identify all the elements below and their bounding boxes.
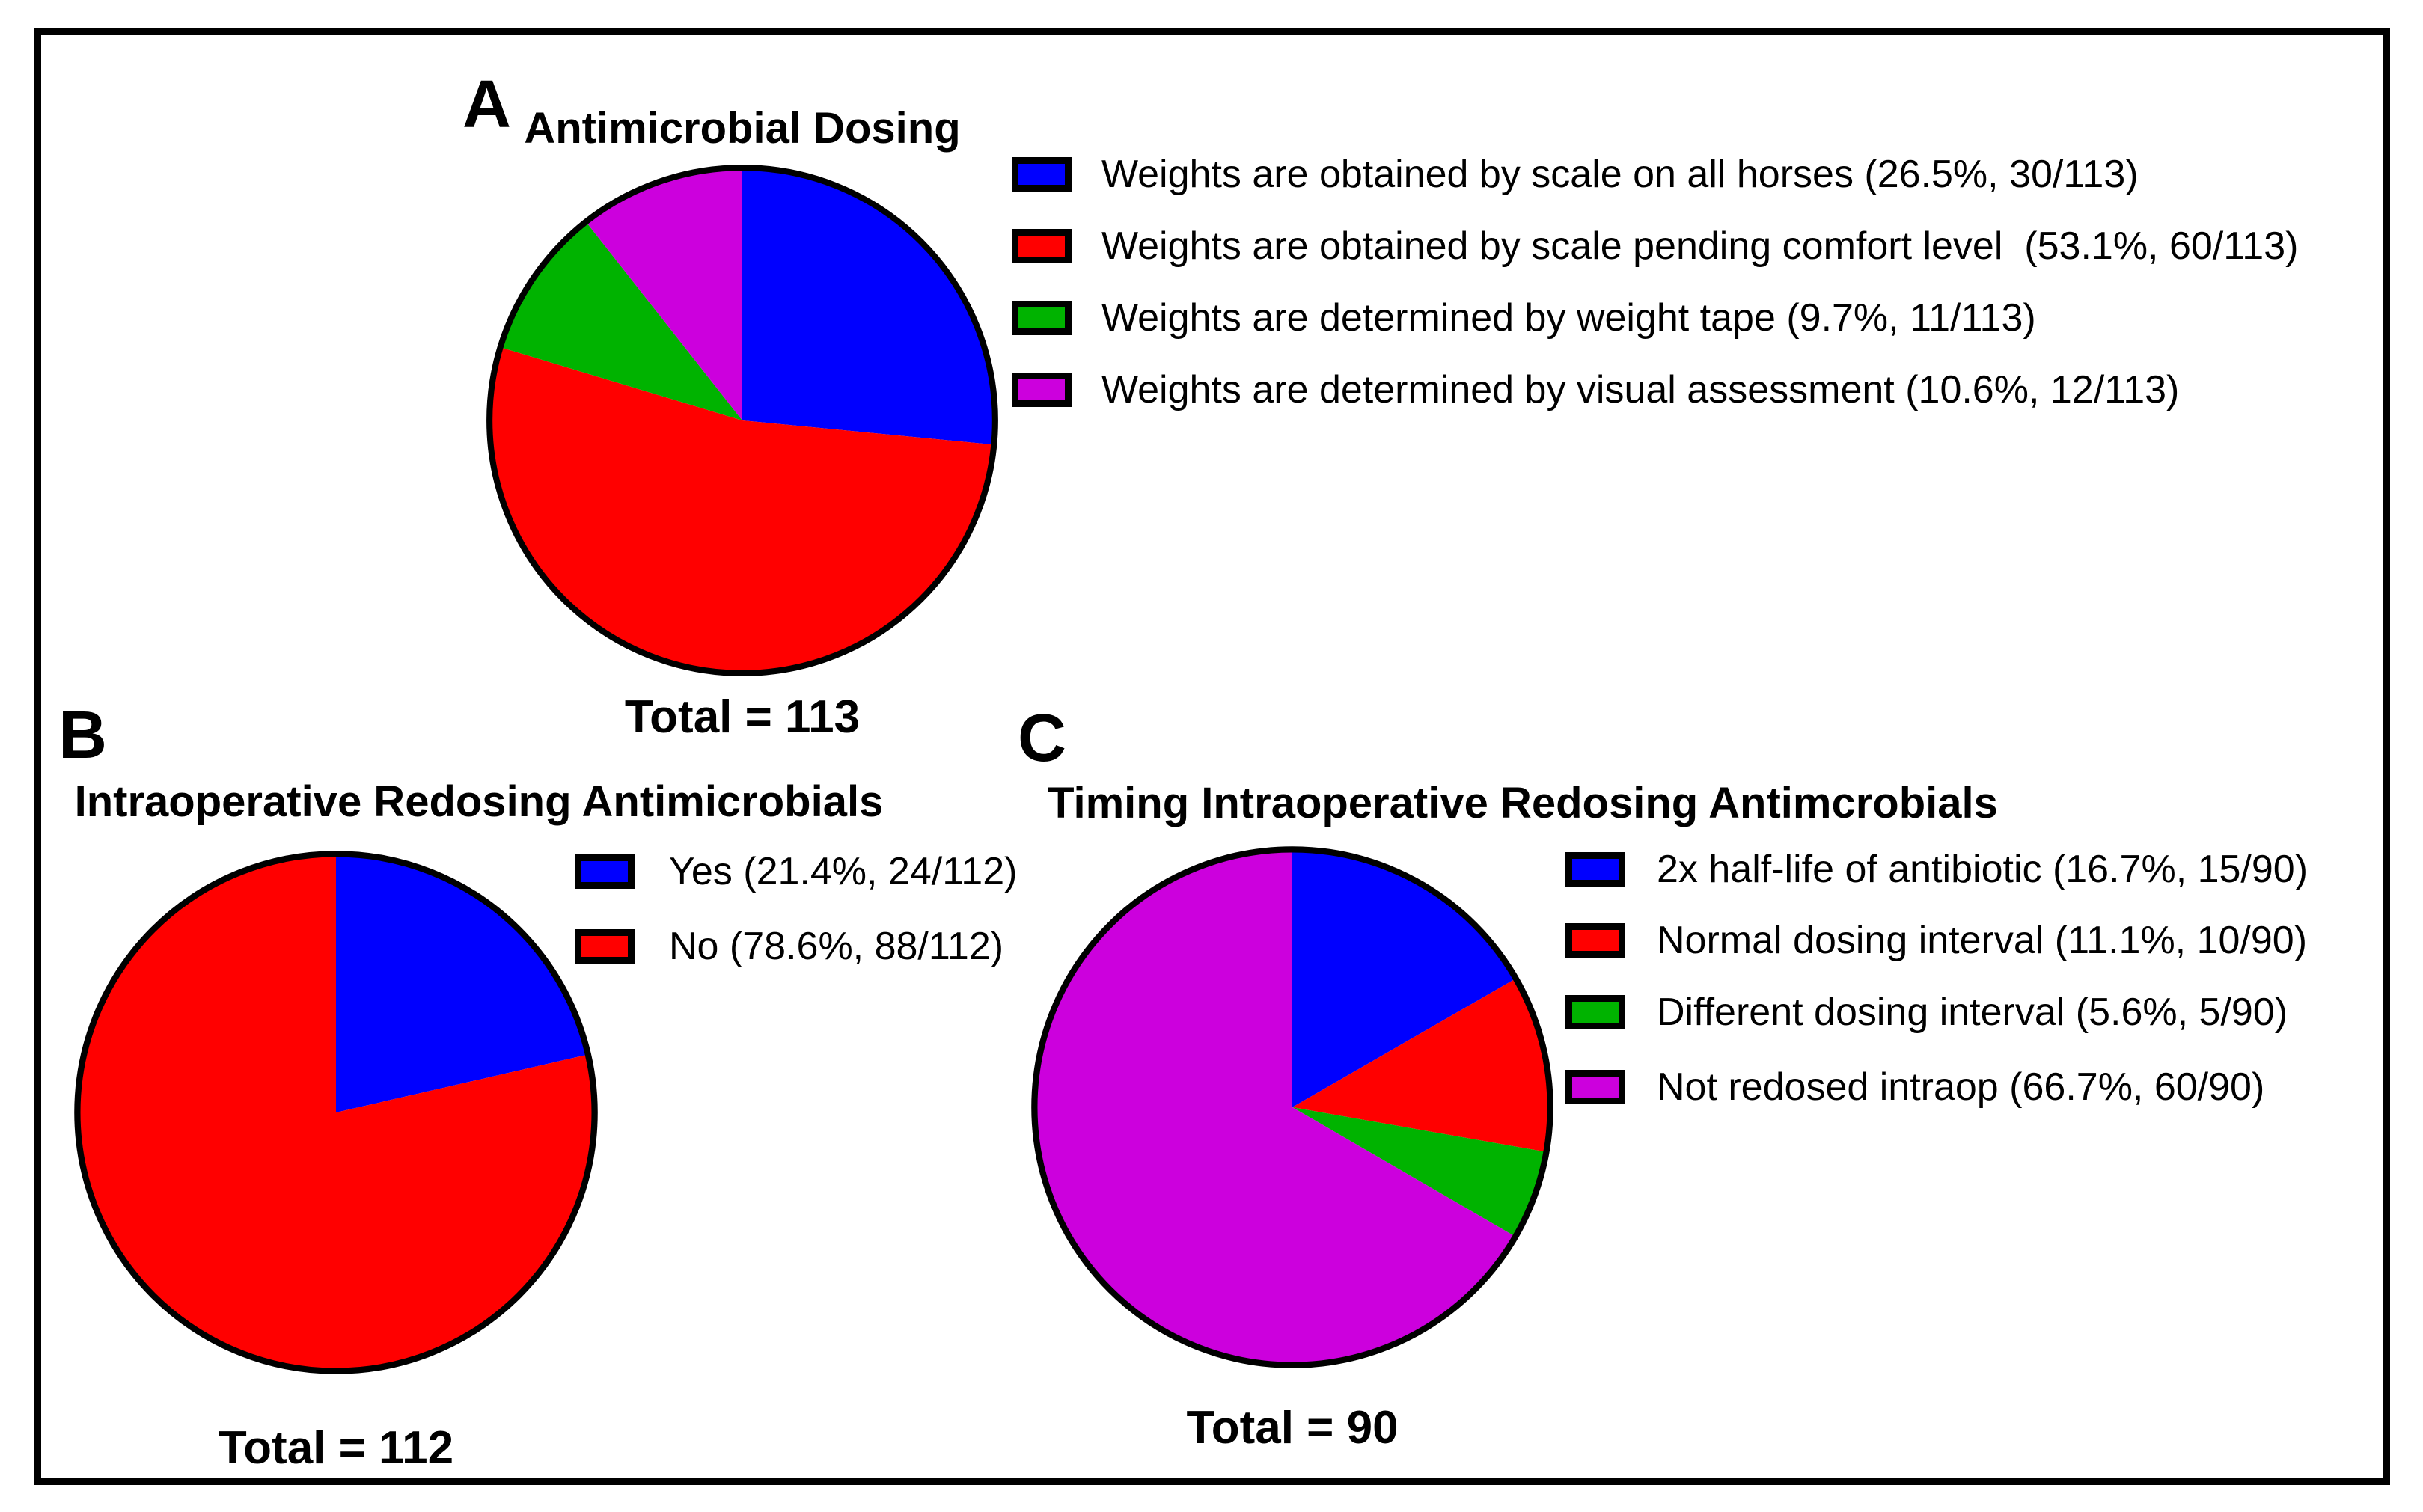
legend-item: Weights are obtained by scale on all hor… [1012,155,2139,194]
legend-swatch-blue [575,854,635,889]
legend-label: Weights are determined by visual assessm… [1101,368,2180,411]
legend-label: Weights are obtained by scale on all hor… [1101,153,2139,196]
panel-c-letter: C [1018,701,1066,776]
legend-swatch-red [1565,923,1625,958]
legend-item: Different dosing interval (5.6%, 5/90) [1565,993,2288,1032]
legend-item: Not redosed intraop (66.7%, 60/90) [1565,1068,2264,1107]
legend-swatch-magenta [1012,373,1072,407]
pie-chart-timing-redosing [1027,842,1558,1373]
legend-swatch-blue [1012,157,1072,192]
legend-label: Yes (21.4%, 24/112) [669,850,1018,893]
legend-item: Weights are determined by weight tape (9… [1012,299,2036,337]
panel-b-title: Intraoperative Redosing Antimicrobials [74,777,884,826]
legend-item: Yes (21.4%, 24/112) [575,852,1017,891]
legend-label: No (78.6%, 88/112) [669,925,1004,968]
panel-b-letter: B [58,698,107,773]
legend-swatch-green [1565,995,1625,1029]
legend-item: Normal dosing interval (11.1%, 10/90) [1565,921,2307,960]
panel-a-total: Total = 113 [624,691,861,743]
legend-item: Weights are determined by visual assessm… [1012,370,2179,409]
legend-label: Weights are determined by weight tape (9… [1101,296,2036,340]
legend-label: Weights are obtained by scale pending co… [1101,224,2299,268]
panel-c-total: Total = 90 [1186,1402,1399,1454]
panel-b-total: Total = 112 [218,1422,454,1474]
legend-swatch-red [1012,229,1072,263]
pie-chart-antimicrobial-dosing [482,160,1003,681]
panel-c-title: Timing Intraoperative Redosing Antimcrob… [1048,779,1998,827]
legend-item: No (78.6%, 88/112) [575,927,1003,966]
panel-a-letter: A [462,67,511,142]
legend-swatch-magenta [1565,1070,1625,1104]
legend-swatch-green [1012,301,1072,335]
legend-item: Weights are obtained by scale pending co… [1012,227,2298,266]
legend-label: Normal dosing interval (11.1%, 10/90) [1657,919,2308,962]
pie-chart-intraoperative-redosing [70,846,602,1379]
legend-swatch-blue [1565,852,1625,887]
legend-label: Not redosed intraop (66.7%, 60/90) [1657,1065,2265,1109]
panel-a-title: Antimicrobial Dosing [524,104,961,153]
legend-label: 2x half-life of antibiotic (16.7%, 15/90… [1657,848,2309,891]
legend-label: Different dosing interval (5.6%, 5/90) [1657,991,2288,1034]
legend-swatch-red [575,929,635,964]
legend-item: 2x half-life of antibiotic (16.7%, 15/90… [1565,850,2308,889]
